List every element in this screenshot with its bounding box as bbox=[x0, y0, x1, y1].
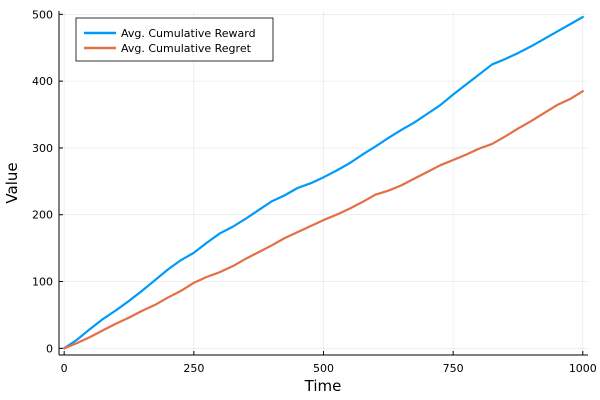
x-tick-label: 250 bbox=[183, 362, 204, 375]
y-tick-label: 300 bbox=[32, 142, 53, 155]
legend: Avg. Cumulative Reward Avg. Cumulative R… bbox=[75, 17, 274, 62]
series bbox=[63, 15, 584, 350]
y-tick-label: 100 bbox=[32, 276, 53, 289]
y-tick-label: 200 bbox=[32, 209, 53, 222]
x-axis-title: Time bbox=[304, 377, 342, 395]
x-tick-label: 0 bbox=[61, 362, 68, 375]
legend-label-regret: Avg. Cumulative Regret bbox=[121, 42, 252, 55]
y-tick-label: 0 bbox=[46, 342, 53, 355]
grid bbox=[59, 11, 588, 355]
y-tick-label: 500 bbox=[32, 8, 53, 21]
legend-box bbox=[75, 17, 274, 62]
y-axis-title: Value bbox=[3, 162, 21, 203]
x-tick-label: 750 bbox=[443, 362, 464, 375]
series-line-reward bbox=[63, 15, 584, 350]
x-tick-label: 500 bbox=[313, 362, 334, 375]
series-line-regret bbox=[63, 90, 584, 350]
y-tick-label: 400 bbox=[32, 75, 53, 88]
legend-label-reward: Avg. Cumulative Reward bbox=[121, 27, 256, 40]
x-tick-label: 1000 bbox=[569, 362, 597, 375]
ticks: 0 250 500 750 1000 0 100 200 300 400 500 bbox=[32, 8, 597, 375]
